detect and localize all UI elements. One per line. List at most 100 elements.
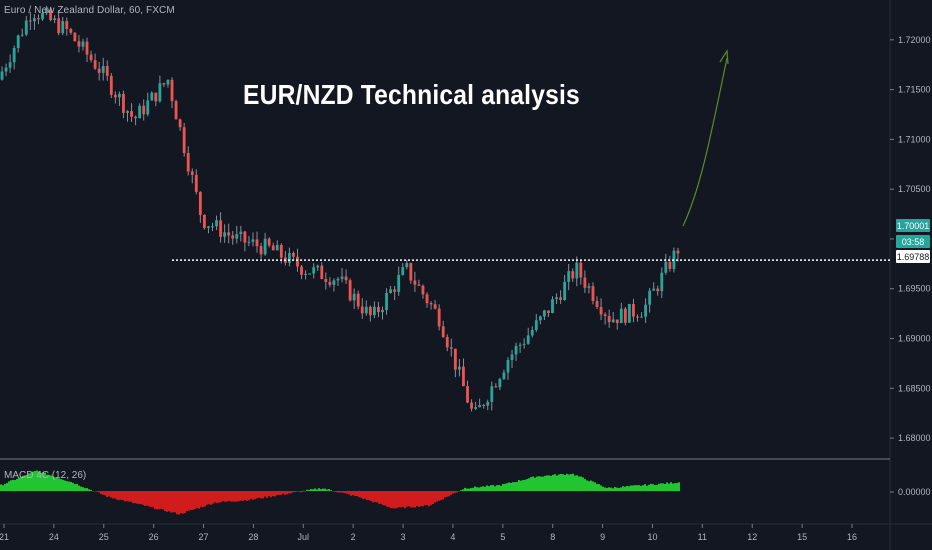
time-axis-tick-label: 27 xyxy=(199,532,209,542)
price-axis-tick-label: 1.71500 xyxy=(898,85,931,95)
candle-body xyxy=(24,20,28,35)
macd-bar xyxy=(398,491,400,508)
macd-bar xyxy=(622,486,624,491)
candle-body xyxy=(401,267,405,275)
macd-bar xyxy=(56,477,58,491)
macd-bar xyxy=(52,476,54,491)
candle-body xyxy=(312,267,316,274)
candle-body xyxy=(368,306,372,316)
candle-body xyxy=(652,288,656,291)
candle-body xyxy=(170,79,174,102)
macd-bar xyxy=(0,484,2,491)
macd-bar xyxy=(314,488,316,491)
macd-bar xyxy=(584,479,586,491)
macd-bar xyxy=(444,491,446,498)
macd-bar xyxy=(550,475,552,491)
macd-bar xyxy=(660,483,662,491)
candle-body xyxy=(142,105,146,115)
macd-bar xyxy=(516,481,518,491)
macd-bar xyxy=(562,474,564,491)
macd-bar xyxy=(532,476,534,491)
candle-body xyxy=(304,273,308,275)
macd-bar xyxy=(34,470,36,491)
candle-body xyxy=(555,297,558,300)
macd-bar xyxy=(542,476,544,491)
candle-body xyxy=(356,293,360,307)
forecast-arrow[interactable] xyxy=(682,49,729,227)
candle-body xyxy=(211,226,214,228)
candle-body xyxy=(126,111,129,113)
macd-bar xyxy=(530,477,532,491)
macd-bar xyxy=(284,491,286,495)
macd-bar xyxy=(484,486,486,491)
macd-bar xyxy=(336,491,338,493)
price-axis[interactable]: 1.720001.715001.710001.705001.700001.695… xyxy=(890,35,931,497)
macd-bar xyxy=(202,491,204,508)
candle-body xyxy=(457,366,461,370)
macd-bar xyxy=(670,482,672,491)
macd-bar xyxy=(614,487,616,491)
macd-bar xyxy=(482,486,484,491)
candle-body xyxy=(482,404,486,406)
macd-bar xyxy=(76,483,78,491)
macd-axis-tick-label: 0.00000 xyxy=(898,487,931,497)
time-axis-tick-label: 12 xyxy=(747,532,757,542)
candle-body xyxy=(308,273,312,275)
macd-bar xyxy=(172,491,174,513)
candle-body xyxy=(328,281,332,285)
macd-bar xyxy=(184,491,186,514)
macd-bar xyxy=(618,488,620,491)
time-axis[interactable]: 21 24 25 26 27 28 Jul 2 3 4 5 8 9 10 11 12 15 16 xyxy=(0,524,857,542)
macd-bar xyxy=(104,491,106,496)
macd-bar xyxy=(30,472,32,491)
candle-body xyxy=(393,289,397,292)
macd-bar xyxy=(466,488,468,491)
candle-body xyxy=(348,280,352,301)
macd-bar xyxy=(196,491,198,509)
level-price-tag: 1.69788 xyxy=(896,250,930,263)
macd-bar xyxy=(14,480,16,491)
candle-body xyxy=(518,344,522,346)
macd-legend-label[interactable]: MACD 4C (12, 26) xyxy=(4,470,87,481)
macd-bar xyxy=(10,480,12,491)
candle-body xyxy=(190,171,194,175)
symbol-label[interactable]: Euro / New Zealand Dollar, 60, FXCM xyxy=(4,5,175,16)
candle-body xyxy=(49,9,53,21)
macd-bar xyxy=(304,491,306,492)
candle-body xyxy=(122,93,125,113)
macd-bar xyxy=(652,484,654,491)
macd-bar xyxy=(426,491,428,506)
candle-body xyxy=(441,326,445,337)
macd-bar xyxy=(106,491,108,497)
macd-bar xyxy=(672,483,674,491)
macd-bar xyxy=(328,489,330,491)
macd-bar xyxy=(556,475,558,491)
macd-bar xyxy=(210,491,212,505)
macd-bar xyxy=(102,491,104,495)
macd-bar xyxy=(658,483,660,491)
candle-body xyxy=(89,54,93,61)
macd-bar xyxy=(222,491,224,502)
macd-bar xyxy=(288,491,290,494)
macd-bar xyxy=(480,486,482,491)
macd-bar xyxy=(190,491,192,510)
macd-bar xyxy=(282,491,284,494)
macd-bar xyxy=(612,488,614,491)
candle-body xyxy=(53,18,57,21)
macd-bar xyxy=(112,491,114,499)
macd-bar xyxy=(540,476,542,491)
candle-body xyxy=(37,18,40,20)
macd-bar xyxy=(464,487,466,491)
macd-bar xyxy=(548,475,550,491)
macd-bar xyxy=(632,485,634,491)
macd-bar xyxy=(460,490,462,491)
macd-bar xyxy=(334,491,336,492)
candle-body xyxy=(551,299,554,314)
macd-bar xyxy=(126,491,128,501)
macd-bar xyxy=(248,491,250,501)
candle-body xyxy=(425,294,429,304)
candle-body xyxy=(215,220,218,227)
macd-bar xyxy=(572,473,574,491)
macd-bar xyxy=(270,491,272,498)
